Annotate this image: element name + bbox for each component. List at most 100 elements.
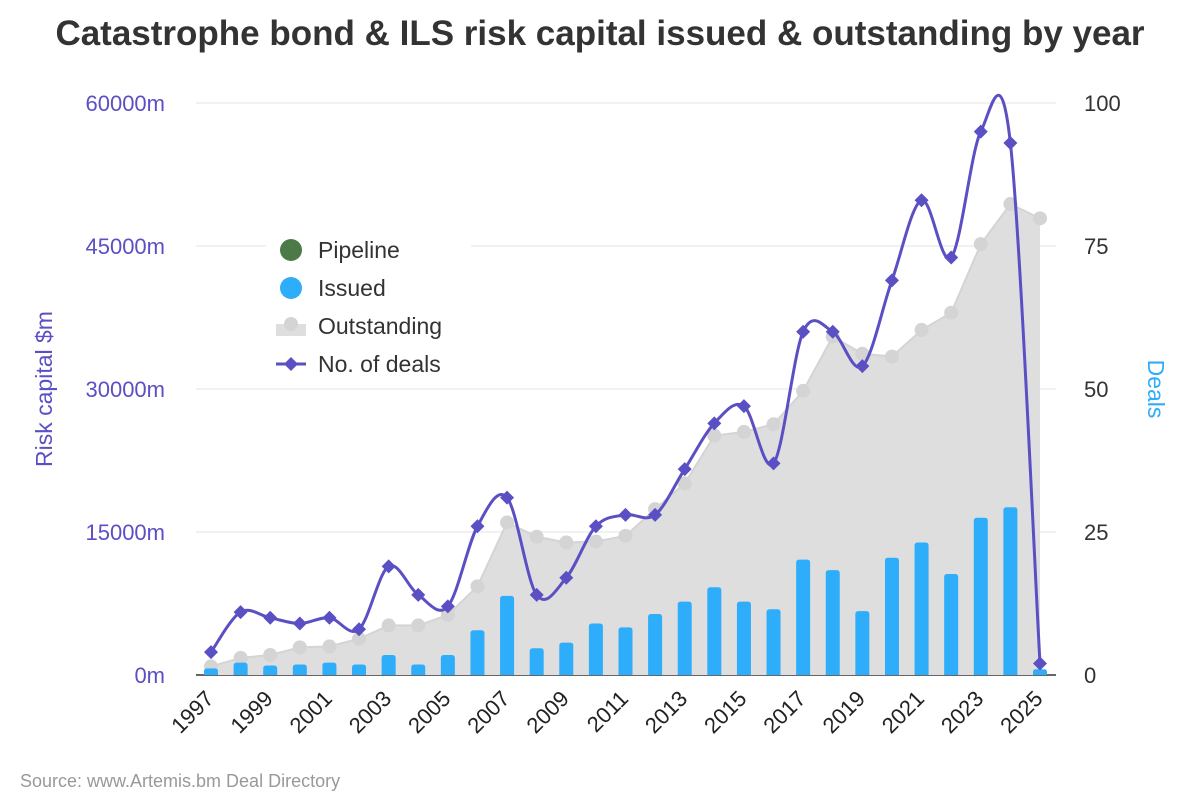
issued-bar — [1033, 669, 1047, 675]
issued-bar — [263, 665, 278, 675]
issued-bar — [736, 601, 751, 675]
deals-point — [648, 507, 663, 522]
outstanding-point — [322, 639, 337, 654]
issued-bar — [588, 623, 603, 675]
deals-point — [440, 599, 455, 614]
deals-point — [588, 519, 603, 534]
outstanding-point — [470, 579, 485, 594]
left-axis-tick-label: 30000m — [85, 377, 165, 402]
right-axis-tick-label: 100 — [1084, 91, 1121, 116]
deals-point — [884, 273, 899, 288]
deals-point — [736, 399, 751, 414]
issued-bar — [677, 601, 692, 675]
legend-label: Outstanding — [318, 313, 442, 339]
issued-bar — [914, 542, 929, 675]
outstanding-point — [588, 534, 603, 549]
deals-point — [352, 622, 367, 637]
deals-point — [618, 507, 633, 522]
deals-point — [470, 519, 485, 534]
right-axis-tick-label: 25 — [1084, 520, 1108, 545]
issued-bar — [1003, 507, 1018, 675]
deals-point — [855, 359, 870, 374]
outstanding-point — [559, 535, 574, 550]
issued-bar — [411, 664, 426, 675]
outstanding-point — [292, 640, 307, 655]
issued-bar — [766, 609, 781, 675]
issued-bar — [884, 557, 899, 675]
issued-bar — [618, 627, 633, 675]
outstanding-point — [884, 349, 899, 364]
legend-issued-swatch — [280, 277, 302, 299]
outstanding-area — [204, 197, 1047, 675]
issued-bar — [648, 613, 663, 675]
deals-point — [973, 124, 988, 139]
left-axis-title: Risk capital $m — [31, 311, 57, 467]
outstanding-point — [707, 428, 722, 443]
outstanding-area-fill — [211, 204, 1040, 675]
deals-point — [204, 645, 218, 660]
deals-point — [1033, 656, 1047, 671]
outstanding-point — [263, 647, 278, 662]
outstanding-point — [677, 476, 692, 491]
issued-bar — [470, 630, 485, 675]
x-axis-tick-label: 2023 — [936, 686, 988, 738]
legend-pipeline-swatch — [280, 239, 302, 261]
deals-point — [796, 324, 811, 339]
issued-bar — [440, 654, 455, 675]
right-axis-tick-label: 50 — [1084, 377, 1108, 402]
deals-point — [233, 605, 248, 620]
outstanding-point — [855, 346, 870, 361]
x-axis-tick-label: 2003 — [344, 686, 396, 738]
left-axis-tick-label: 0m — [134, 663, 165, 688]
outstanding-point — [500, 515, 515, 530]
outstanding-point — [618, 528, 633, 543]
issued-bar — [944, 573, 959, 675]
deals-point — [292, 616, 307, 631]
outstanding-point — [411, 618, 426, 633]
legend-label: Pipeline — [318, 237, 400, 263]
issued-bar — [529, 648, 544, 675]
deals-line — [204, 93, 1047, 671]
x-axis-tick-label: 2013 — [640, 686, 692, 738]
issued-bar — [352, 664, 367, 675]
outstanding-point — [529, 529, 544, 544]
left-axis-tick-label: 45000m — [85, 234, 165, 259]
x-axis-tick-label: 2005 — [403, 686, 455, 738]
legend: Pipeline Issued Outstanding No. of deals — [266, 228, 471, 388]
outstanding-point — [352, 631, 367, 646]
deals-point — [825, 324, 840, 339]
x-axis-tick-label: 2001 — [285, 686, 337, 738]
x-axis-tick-label: 2009 — [522, 686, 574, 738]
deals-point — [707, 416, 722, 431]
x-axis-tick-label: 1997 — [166, 686, 218, 738]
legend-deals-swatch-point — [284, 357, 298, 371]
outstanding-point — [736, 424, 751, 439]
x-axis-tick-label: 2015 — [699, 686, 751, 738]
outstanding-point — [381, 618, 396, 633]
issued-bar — [707, 587, 722, 675]
issued-bar — [973, 517, 988, 675]
legend-label: Issued — [318, 275, 386, 301]
issued-bar — [559, 642, 574, 675]
outstanding-point — [796, 383, 811, 398]
left-axis-tick-label: 60000m — [85, 91, 165, 116]
deals-point — [1003, 136, 1018, 151]
outstanding-point — [944, 305, 959, 320]
source-note: Source: www.Artemis.bm Deal Directory — [20, 771, 341, 791]
deals-point — [766, 456, 781, 471]
chart-title: Catastrophe bond & ILS risk capital issu… — [55, 14, 1145, 53]
x-axis-tick-label: 2021 — [877, 686, 929, 738]
deals-point — [381, 559, 396, 574]
issued-bar — [204, 668, 218, 675]
x-axis-tick-label: 2019 — [818, 686, 870, 738]
deals-point — [914, 193, 929, 208]
x-axis-tick-label: 1999 — [225, 686, 277, 738]
outstanding-point — [1033, 211, 1047, 226]
issued-bar — [322, 662, 337, 675]
right-axis-tick-label: 0 — [1084, 663, 1096, 688]
x-axis-tick-label: 2025 — [995, 686, 1047, 738]
right-axis-title: Deals — [1143, 360, 1169, 419]
issued-bars — [204, 507, 1047, 675]
deals-point — [529, 587, 544, 602]
